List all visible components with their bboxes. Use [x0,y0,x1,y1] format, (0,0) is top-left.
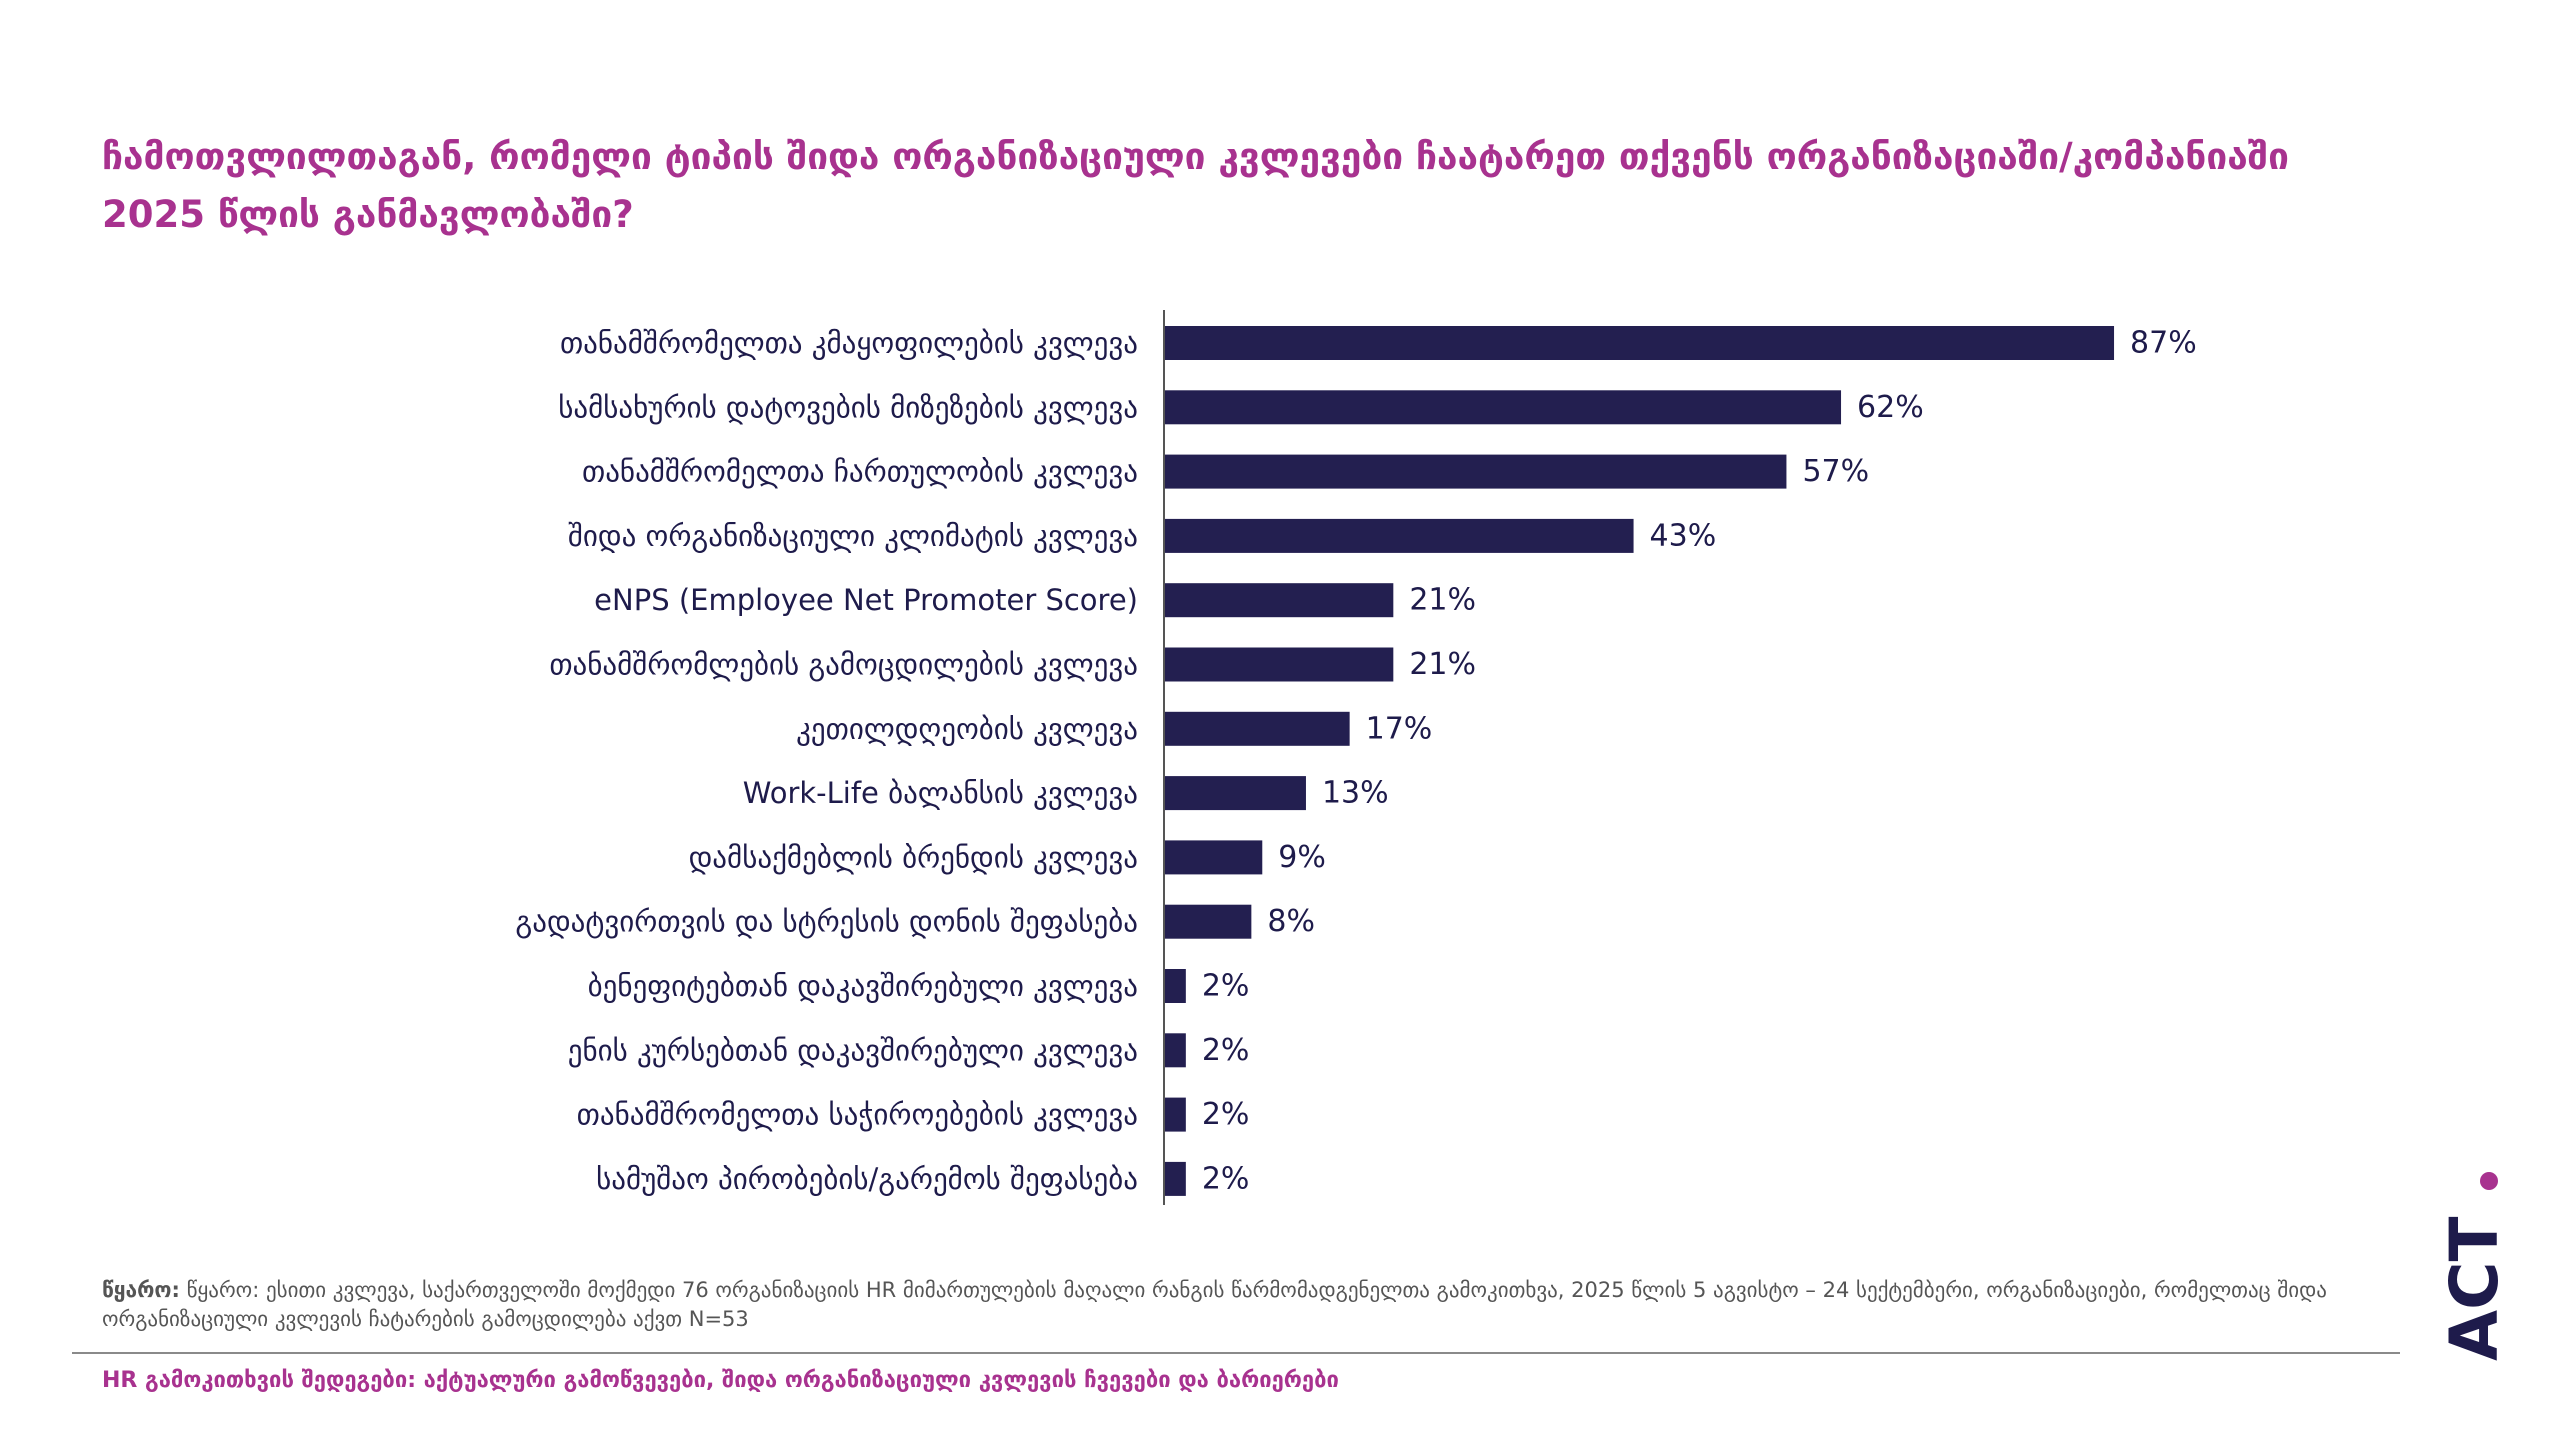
value-label: 2% [1202,1097,1250,1132]
logo-dot [2480,1172,2498,1190]
footer-divider [72,1352,2400,1354]
category-label: თანამშრომლების გამოცდილების კვლევა [549,648,1138,682]
category-label: შიდა ორგანიზაციული კლიმატის კვლევა [568,519,1138,553]
bar [1164,326,2115,360]
bar [1164,1097,1186,1132]
bar [1164,390,1842,425]
category-label: თანამშრომელთა ჩართულობის კვლევა [582,455,1138,489]
value-label: 21% [1409,583,1476,618]
value-label: 17% [1366,711,1433,746]
bar [1164,969,1186,1003]
category-label: Work-Life ბალანსის კვლევა [743,776,1138,810]
category-label: სამსახურის დატოვების მიზეზების კვლევა [558,390,1138,424]
value-label: 87% [2130,326,2197,361]
category-label: eNPS (Employee Net Promoter Score) [594,583,1138,617]
value-label: 8% [1267,904,1315,939]
value-label: 2% [1202,1161,1250,1196]
category-label: ბენეფიტებთან დაკავშირებული კვლევა [588,969,1138,1003]
value-label: 43% [1650,518,1717,553]
act-logo: ACT [2445,1172,2505,1361]
value-label: 9% [1278,840,1326,875]
category-label: დამსაქმებლის ბრენდის კვლევა [689,840,1138,874]
value-label: 2% [1202,969,1250,1004]
value-label: 2% [1202,1033,1250,1068]
source-note: წყარო: წყარო: ესითი კვლევა, საქართველოში… [102,1276,2402,1334]
bar [1164,647,1394,682]
bar [1164,518,1634,553]
source-text: წყარო: ესითი კვლევა, საქართველოში მოქმედ… [102,1278,2327,1331]
chart-title: ჩამოთვლილთაგან, რომელი ტიპის შიდა ორგანი… [102,135,2289,236]
category-label: თანამშრომელთა საჭიროებების კვლევა [577,1098,1138,1132]
value-label: 13% [1322,776,1389,811]
value-label: 57% [1802,454,1869,489]
bar [1164,840,1263,875]
value-label: 21% [1409,647,1476,682]
category-label: ენის კურსებთან დაკავშირებული კვლევა [568,1033,1138,1067]
category-label: კეთილდღეობის კვლევა [796,712,1138,746]
bar [1164,454,1787,489]
category-label: სამუშაო პირობების/გარემოს შეფასება [596,1162,1138,1196]
logo-text: ACT [2445,1216,2505,1361]
bar [1164,711,1350,746]
source-label: წყარო: [102,1278,180,1302]
category-label: გადატვირთვის და სტრესის დონის შეფასება [515,905,1138,939]
bar [1164,776,1306,811]
value-label: 62% [1857,390,1924,425]
bar [1164,583,1394,618]
bar [1164,1033,1186,1068]
bar [1164,904,1252,939]
category-label: თანამშრომელთა კმაყოფილების კვლევა [560,326,1138,360]
bar [1164,1161,1186,1196]
footer-text: HR გამოკითხვის შედეგები: აქტუალური გამოწ… [102,1368,1339,1393]
